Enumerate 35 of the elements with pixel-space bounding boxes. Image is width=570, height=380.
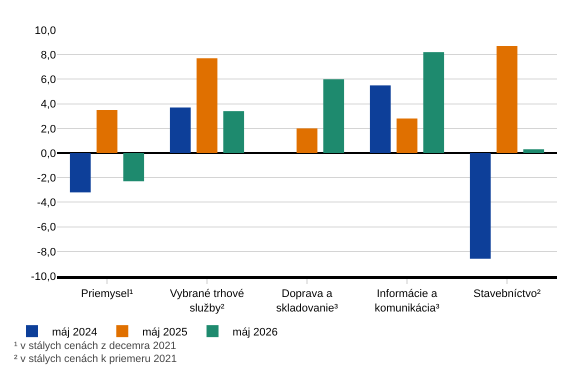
x-tick-label: Vybrané trhové služby²: [170, 288, 244, 314]
bar: [370, 85, 391, 153]
x-tick-label: Doprava a skladovanie³: [276, 288, 338, 314]
bar: [523, 149, 544, 153]
legend-label: máj 2026: [232, 326, 278, 338]
bar: [396, 118, 418, 153]
text: ² v stálych cenách k priemeru 2021: [14, 353, 177, 365]
bar: [170, 107, 191, 153]
y-tick-label: 6,0: [40, 74, 56, 86]
y-tick-label: -6,0: [37, 222, 56, 234]
legend-label: máj 2024: [52, 326, 98, 338]
y-tick-label: 0,0: [40, 148, 56, 160]
text: ¹ v stálych cenách z decemra 2021: [14, 340, 176, 352]
bar: [296, 128, 318, 153]
bar: [323, 79, 344, 153]
x-tick-label: Stavebníctvo²: [473, 288, 541, 300]
bar: [470, 153, 491, 259]
y-tick-label: -2,0: [37, 172, 56, 184]
bar: [123, 153, 144, 182]
bar: [223, 111, 244, 153]
y-tick-label: 8,0: [40, 49, 56, 62]
y-tick-label: -4,0: [37, 197, 56, 210]
y-tick-label: -10,0: [30, 270, 56, 283]
bar: [423, 52, 444, 153]
y-tick-label: 10,0: [34, 24, 56, 37]
bar: [496, 46, 518, 153]
y-tick-label: -8,0: [37, 246, 56, 258]
bar: [196, 58, 218, 153]
x-tick-label: Informácie a komunikácia³: [374, 288, 440, 314]
legend-label: máj 2025: [142, 326, 188, 338]
bar: [70, 153, 91, 192]
bar: [96, 110, 118, 153]
x-tick-label: Priemysel¹: [81, 288, 134, 300]
y-tick-label: 2,0: [40, 123, 56, 136]
y-tick-label: 4,0: [40, 98, 56, 111]
